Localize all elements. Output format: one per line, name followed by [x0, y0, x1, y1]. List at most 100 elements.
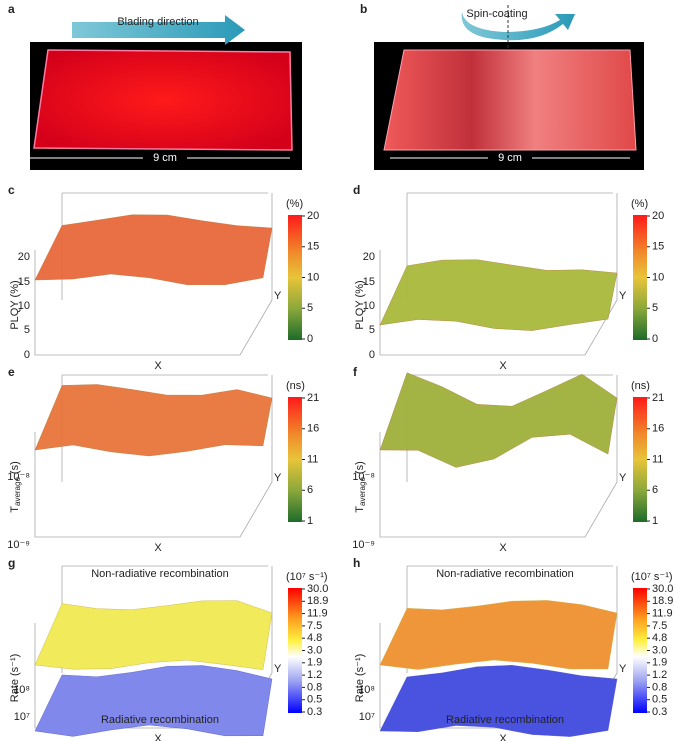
colorbar-tick-label: 0 — [307, 333, 313, 345]
colorbar-tick-label: 7.5 — [652, 620, 667, 632]
plot-panel: g Non-radiative recombination Radiative re… — [8, 556, 328, 741]
y-axis-label: Rate (s⁻¹) — [354, 654, 366, 703]
y-axis-label-unit: (s) — [354, 461, 366, 474]
surface — [34, 600, 273, 670]
x-axis-label: X — [499, 360, 507, 372]
depth-label: Y — [619, 663, 627, 675]
y-tick-label: 5 — [369, 324, 375, 336]
scale-text: 9 cm — [498, 152, 522, 164]
y-axis-label-sub: average — [13, 477, 22, 506]
colorbar — [288, 397, 302, 522]
x-axis-label: X — [154, 360, 162, 372]
depth-label: Y — [274, 472, 282, 484]
colorbar-tick-label: 0.3 — [652, 706, 667, 718]
colorbar-tick-label: 30.0 — [307, 583, 328, 595]
scale-bg — [143, 151, 187, 165]
colorbar-tick-label: 0 — [652, 333, 658, 345]
depth-label: Y — [274, 663, 282, 675]
annotation: Radiative recombination — [446, 714, 564, 726]
surface — [379, 600, 618, 670]
colorbar-tick-label: 11 — [652, 453, 663, 465]
colorbar-tick-label: 11.9 — [307, 608, 328, 620]
y-axis-label-main: T — [9, 506, 21, 513]
colorbar-tick-label: 3.0 — [652, 644, 667, 656]
colorbar-tick-label: 0.5 — [307, 694, 322, 706]
scale-text: 9 cm — [153, 152, 177, 164]
colorbar-tick-label: 1.2 — [652, 669, 667, 681]
plot-panel: d 0 5 10 15 20 X Y PLQY (%) (%) 20 15 10 5 0 — [353, 183, 664, 372]
y-axis-label-main: Rate (s⁻¹) — [9, 654, 21, 703]
colorbar-tick-label: 0.5 — [652, 694, 667, 706]
y-tick-label: 10⁷ — [14, 711, 30, 723]
y-axis-label: PLQY (%) — [354, 280, 366, 329]
arrow-text: Spin-coating — [466, 8, 527, 20]
colorbar-tick-label: 0.8 — [652, 681, 667, 693]
colorbar-tick-label: 4.8 — [652, 632, 667, 644]
y-axis-label: Taverage (s) — [9, 461, 22, 512]
plot-panel: e 10⁻⁸ 10⁻⁹ X Y Taverage (s) (ns)21 16 11 6 1 — [7, 365, 319, 554]
panel-label: f — [353, 365, 358, 379]
colorbar-unit: (ns) — [286, 380, 305, 392]
panel-label: h — [353, 556, 360, 570]
colorbar-tick-label: 0.3 — [307, 706, 322, 718]
x-axis-label: X — [499, 542, 507, 554]
colorbar-tick-label: 15 — [307, 241, 319, 253]
y-axis-label-main: PLQY (%) — [9, 280, 21, 329]
x-axis-label: X — [499, 733, 507, 741]
film — [33, 49, 293, 151]
surface — [379, 259, 618, 331]
y-tick-label: 10⁷ — [359, 711, 375, 723]
colorbar — [288, 588, 302, 713]
scale-bg — [488, 151, 532, 165]
depth-label: Y — [619, 472, 627, 484]
colorbar-tick-label: 21 — [652, 392, 664, 404]
y-tick-label: 10 — [18, 300, 30, 312]
plot-panel: f 10⁻⁸ 10⁻⁹ X Y Taverage (s) (ns)21 16 11 6 1 — [352, 365, 664, 554]
depth-label: Y — [274, 290, 282, 302]
y-axis-label-main: PLQY (%) — [354, 280, 366, 329]
x-axis-label: X — [154, 542, 162, 554]
colorbar — [288, 215, 302, 340]
colorbar-tick-label: 15 — [652, 241, 664, 253]
x-axis-label: X — [154, 733, 162, 741]
plot-panel: c 0 5 10 15 20 X Y PLQY (%) (%) 20 15 10 5 0 — [8, 183, 319, 372]
colorbar-tick-label: 3.0 — [307, 644, 322, 656]
y-axis-label-main: T — [354, 506, 366, 513]
colorbar-tick-label: 16 — [652, 423, 664, 435]
colorbar-tick-label: 10 — [307, 271, 319, 283]
colorbar-unit: (%) — [631, 198, 648, 210]
colorbar-tick-label: 6 — [307, 484, 313, 496]
colorbar-tick-label: 1.2 — [307, 669, 322, 681]
colorbar-tick-label: 11.9 — [652, 608, 673, 620]
colorbar-tick-label: 4.8 — [307, 632, 322, 644]
plot-panel: h Non-radiative recombination Radiative re… — [353, 556, 673, 741]
y-tick-label: 0 — [369, 349, 375, 361]
colorbar-tick-label: 10 — [652, 271, 664, 283]
y-tick-label: 10⁻⁸ — [352, 471, 375, 483]
surface — [34, 214, 273, 285]
colorbar-tick-label: 1.9 — [307, 657, 322, 669]
colorbar-tick-label: 5 — [652, 302, 658, 314]
colorbar-tick-label: 1 — [307, 515, 313, 527]
colorbar-tick-label: 11 — [307, 453, 318, 465]
y-tick-label: 5 — [24, 324, 30, 336]
colorbar-tick-label: 16 — [307, 423, 319, 435]
arrow — [72, 15, 245, 45]
y-tick-label: 10⁻⁹ — [7, 539, 30, 551]
arrow — [461, 12, 575, 41]
colorbar-unit: (10⁷ s⁻¹) — [286, 571, 328, 583]
y-tick-label: 10 — [363, 300, 375, 312]
surface — [379, 665, 618, 737]
surface — [34, 665, 273, 737]
panel-label: d — [353, 183, 360, 197]
y-axis-label: Rate (s⁻¹) — [9, 654, 21, 703]
colorbar-tick-label: 6 — [652, 484, 658, 496]
colorbar-tick-label: 18.9 — [307, 595, 328, 607]
film — [383, 49, 637, 151]
arrow-text: Blading direction — [117, 16, 198, 28]
panel-label: b — [360, 2, 367, 16]
colorbar-tick-label: 0.8 — [307, 681, 322, 693]
annotation: Non-radiative recombination — [91, 568, 229, 580]
colorbar — [633, 588, 647, 713]
